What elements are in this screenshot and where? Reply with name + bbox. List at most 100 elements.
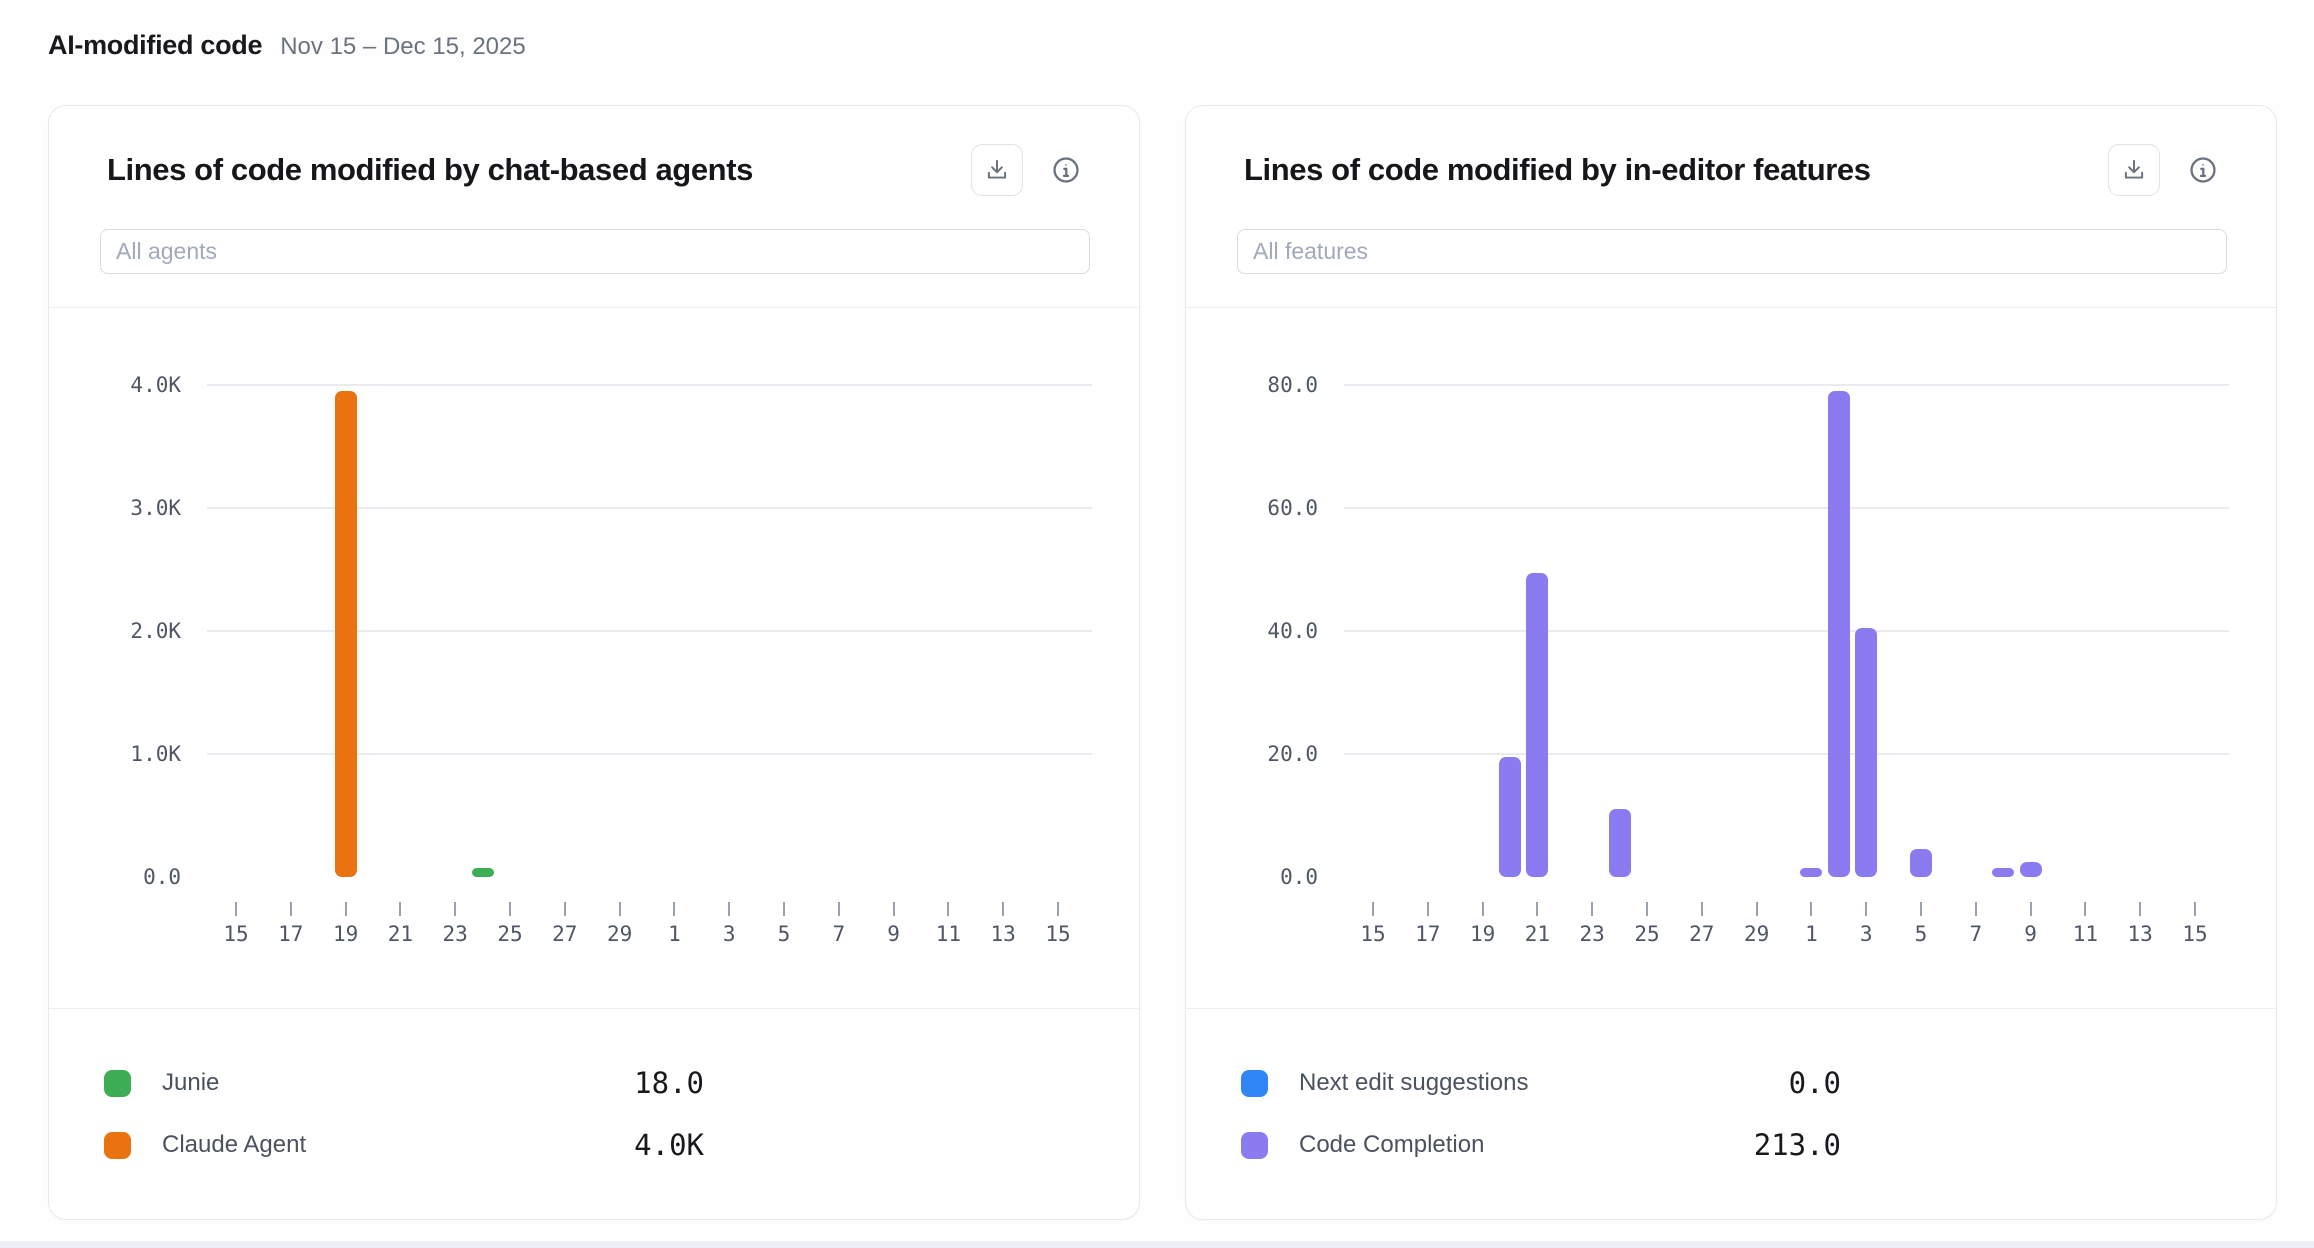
legend-swatch-junie xyxy=(104,1069,131,1097)
x-tick-label: 5 xyxy=(777,922,791,946)
x-tick-label: 9 xyxy=(2024,922,2037,946)
x-tick-mark xyxy=(2194,902,2196,916)
x-tick-mark xyxy=(1810,902,1813,916)
bar-code-completion[interactable] xyxy=(1526,573,1549,877)
x-tick-label: 15 xyxy=(1045,922,1071,946)
y-tick-label: 3.0K xyxy=(130,496,181,520)
y-tick-label: 4.0K xyxy=(130,373,181,397)
x-tick-mark xyxy=(728,902,731,916)
bar-code-completion[interactable] xyxy=(2019,862,2042,877)
x-tick-label: 21 xyxy=(387,922,414,946)
x-tick-mark xyxy=(673,902,676,916)
legend-label: Code Completion xyxy=(1299,1131,1485,1158)
bar-code-completion[interactable] xyxy=(1910,849,1932,877)
download-icon xyxy=(2121,157,2147,183)
bar-code-completion[interactable] xyxy=(1827,391,1850,877)
card-in-editor-features: Lines of code modified by in-editor feat… xyxy=(1185,105,2277,1220)
bar-junie[interactable] xyxy=(471,868,494,877)
date-range: Nov 15 – Dec 15, 2025 xyxy=(280,33,526,60)
bar-code-completion[interactable] xyxy=(1800,868,1823,877)
page-title: AI-modified code xyxy=(48,30,263,60)
legend-value: 213.0 xyxy=(1753,1128,1841,1162)
x-tick-label: 15 xyxy=(1360,922,1386,946)
x-tick-label: 17 xyxy=(278,922,304,946)
legend-item: Code Completion 213.0 xyxy=(1241,1128,2220,1162)
x-tick-mark xyxy=(947,902,950,916)
y-tick-label: 0.0 xyxy=(143,865,181,889)
x-tick-mark xyxy=(1426,902,1429,916)
x-tick-mark xyxy=(1591,902,1594,916)
legend-swatch-code-completion xyxy=(1241,1131,1268,1159)
bar-code-completion[interactable] xyxy=(1855,628,1878,877)
y-tick-label: 0.0 xyxy=(1280,865,1318,889)
x-tick-label: 15 xyxy=(223,922,249,946)
card-header: Lines of code modified by in-editor feat… xyxy=(1244,142,2220,198)
legend-label: Next edit suggestions xyxy=(1299,1069,1529,1096)
y-tick-label: 40.0 xyxy=(1267,619,1318,643)
legend-swatch-claude-agent xyxy=(104,1131,131,1159)
x-tick-label: 29 xyxy=(606,922,633,946)
agents-filter-input[interactable] xyxy=(100,229,1090,274)
page-header: AI-modified code Nov 15 – Dec 15, 2025 xyxy=(48,30,526,61)
x-tick-mark xyxy=(1974,902,1977,916)
x-tick-mark xyxy=(344,902,347,916)
legend-value: 4.0K xyxy=(634,1128,704,1162)
x-tick-mark xyxy=(1481,902,1484,916)
x-tick-label: 5 xyxy=(1914,922,1928,946)
x-tick-label: 29 xyxy=(1743,922,1770,946)
bar-claude-agent[interactable] xyxy=(334,391,357,877)
info-icon[interactable] xyxy=(1049,153,1083,187)
x-tick-mark xyxy=(837,902,840,916)
divider xyxy=(49,1008,1139,1009)
x-tick-label: 27 xyxy=(1689,922,1715,946)
legend-value: 18.0 xyxy=(634,1066,704,1100)
download-button[interactable] xyxy=(971,144,1023,196)
download-button[interactable] xyxy=(2108,144,2160,196)
info-icon[interactable] xyxy=(2186,153,2220,187)
gridline xyxy=(207,384,1092,386)
x-tick-mark xyxy=(783,902,785,916)
x-tick-label: 9 xyxy=(887,922,900,946)
x-tick-mark xyxy=(1536,902,1539,916)
x-tick-mark xyxy=(618,902,621,916)
legend-item: Next edit suggestions 0.0 xyxy=(1241,1066,2220,1100)
x-tick-mark xyxy=(2139,902,2142,916)
legend-value: 0.0 xyxy=(1788,1066,1841,1100)
x-tick-label: 17 xyxy=(1415,922,1441,946)
x-tick-label: 3 xyxy=(1859,922,1873,946)
x-tick-label: 23 xyxy=(1579,922,1605,946)
x-tick-mark xyxy=(1002,902,1005,916)
legend-label: Claude Agent xyxy=(162,1131,307,1158)
gridline xyxy=(1344,630,2229,632)
bar-code-completion[interactable] xyxy=(1992,868,2015,877)
x-tick-mark xyxy=(235,902,237,916)
divider xyxy=(49,307,1139,308)
cutoff-bottom-element xyxy=(0,1241,2314,1248)
legend-item: Junie 18.0 xyxy=(104,1066,1083,1100)
bar-code-completion[interactable] xyxy=(1608,809,1631,877)
x-tick-label: 1 xyxy=(668,922,681,946)
x-tick-label: 27 xyxy=(552,922,578,946)
bar-code-completion[interactable] xyxy=(1499,757,1521,877)
x-tick-mark xyxy=(1755,902,1758,916)
x-tick-mark xyxy=(399,902,402,916)
x-tick-mark xyxy=(2084,902,2087,916)
y-tick-label: 80.0 xyxy=(1267,373,1318,397)
gridline xyxy=(1344,753,2229,755)
x-tick-mark xyxy=(892,902,895,916)
chart-title: Lines of code modified by in-editor feat… xyxy=(1244,152,1871,187)
x-tick-label: 11 xyxy=(935,922,962,946)
x-tick-label: 1 xyxy=(1805,922,1818,946)
x-tick-label: 25 xyxy=(1634,922,1660,946)
download-icon xyxy=(984,157,1010,183)
x-tick-mark xyxy=(509,902,511,916)
divider xyxy=(1186,307,2276,308)
chart-title: Lines of code modified by chat-based age… xyxy=(107,152,753,187)
x-tick-label: 13 xyxy=(990,922,1016,946)
x-tick-mark xyxy=(1372,902,1374,916)
features-filter-input[interactable] xyxy=(1237,229,2227,274)
x-tick-label: 7 xyxy=(1969,922,1983,946)
x-tick-label: 19 xyxy=(332,922,359,946)
x-tick-mark xyxy=(1057,902,1059,916)
x-tick-label: 7 xyxy=(832,922,846,946)
